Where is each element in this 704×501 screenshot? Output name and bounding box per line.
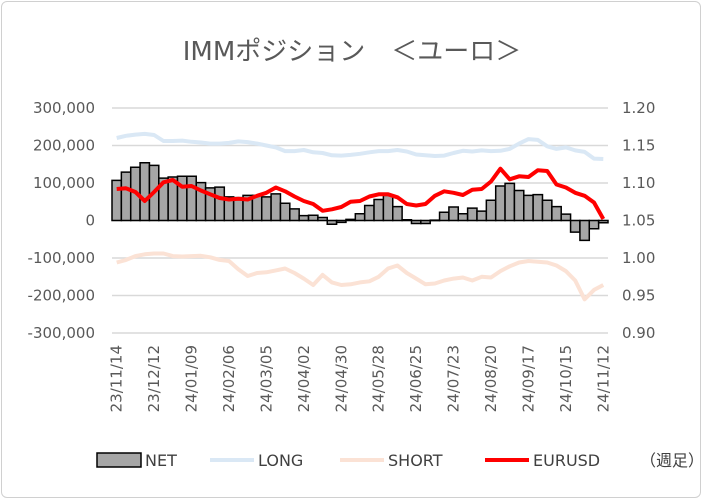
net-bar [476,210,488,222]
net-bar [438,211,450,222]
net-bar [270,193,282,222]
net-bar [420,219,431,225]
net-bar [551,205,562,222]
net-bar [382,194,394,222]
x-tick-label: 24/02/06 [220,345,238,412]
net-bar [532,193,544,222]
left-axis-ticks: 300,000 200,000 100,000 0 -100,000 -200,000 -3… [28,99,95,342]
right-tick-label: 1.10 [622,174,655,192]
net-bar [279,202,291,222]
net-bar [560,213,572,222]
net-bar [597,219,609,224]
net-bar [513,189,525,222]
net-bar [317,216,328,222]
x-tick-label: 23/12/12 [145,345,163,412]
net-bar [569,219,581,233]
net-bar [345,218,357,222]
left-tick-label: -300,000 [28,324,95,342]
right-tick-label: 1.05 [622,212,655,230]
net-bar [335,219,347,224]
net-bar [504,182,516,222]
left-tick-label: 0 [85,212,95,230]
right-tick-label: 1.15 [622,137,655,155]
net-bar [579,219,591,242]
x-tick-label: 24/06/25 [407,345,425,412]
net-bar [232,196,244,222]
eurusd-line [116,166,606,220]
series-lines [116,131,606,302]
net-bar [373,198,385,222]
net-bar [401,219,413,222]
net-bar [523,194,534,222]
x-tick-label: 24/10/15 [557,345,575,412]
net-bar [120,171,132,222]
net-bar [326,219,338,225]
net-bar [429,219,441,222]
net-bar [111,179,123,222]
right-tick-label: 0.95 [622,287,655,305]
net-bar [410,219,422,225]
legend-swatch-net [96,452,142,468]
net-bar [139,162,151,222]
legend: NET LONG SHORT EURUSD [96,451,600,470]
net-bar [466,207,478,222]
net-bar [363,204,375,222]
short-line [116,251,605,302]
left-tick-label: -100,000 [28,249,95,267]
left-tick-label: 100,000 [33,174,95,192]
net-bar [541,199,553,222]
legend-label-short: SHORT [388,451,443,470]
x-tick-label: 23/11/14 [108,345,126,412]
net-bar [448,206,460,222]
net-bar [485,199,497,222]
left-tick-label: -200,000 [28,287,95,305]
right-tick-label: 0.90 [622,324,655,342]
long-line [116,131,604,161]
right-tick-label: 1.00 [622,249,655,267]
net-bar [214,186,226,222]
x-tick-label: 24/05/28 [370,345,388,412]
x-tick-label: 24/03/05 [257,345,275,412]
net-bar [354,213,366,222]
x-tick-label: 24/07/23 [445,345,463,412]
right-tick-label: 1.20 [622,99,655,117]
net-bar [289,208,300,222]
net-bar [457,213,469,222]
x-tick-label: 24/04/30 [332,345,350,412]
net-bar [392,205,403,222]
x-tick-label: 24/04/02 [295,345,313,412]
x-tick-label: 24/01/09 [183,345,201,412]
net-bar [298,214,310,222]
right-axis-ticks: 1.20 1.15 1.10 1.05 1.00 0.95 0.90 [622,99,655,342]
net-bar [494,185,506,222]
x-axis-ticks: 23/11/14 23/12/12 24/01/09 24/02/06 24/03/05… [108,345,613,412]
x-tick-label: 24/08/20 [482,345,500,412]
left-tick-label: 200,000 [33,137,95,155]
net-bar [307,214,319,222]
x-unit-note: （週足） [640,451,704,470]
x-tick-label: 24/11/12 [594,345,612,412]
net-bar [588,219,600,230]
left-tick-label: 300,000 [33,99,95,117]
net-bar [260,196,272,222]
net-bar [186,175,197,222]
legend-label-net: NET [145,451,177,470]
legend-label-long: LONG [258,451,303,470]
legend-label-eurusd: EURUSD [533,451,600,470]
x-tick-label: 24/09/17 [519,345,537,412]
chart-title: IMMポジション ＜ユーロ＞ [183,37,522,67]
